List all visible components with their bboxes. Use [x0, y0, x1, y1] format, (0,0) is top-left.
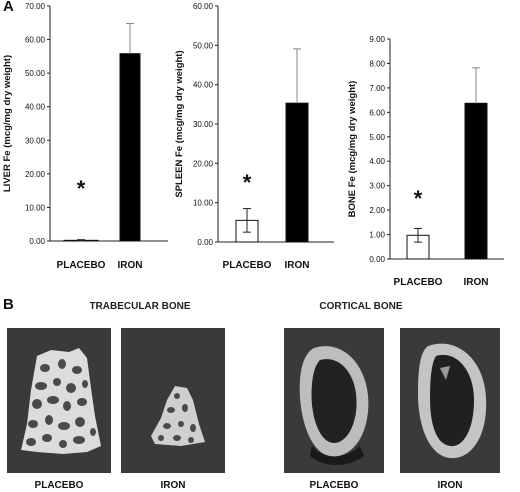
- label-cortical-placebo: PLACEBO: [309, 480, 359, 491]
- category-label: PLACEBO: [394, 277, 443, 288]
- category-label: IRON: [118, 260, 143, 271]
- tick-label: 0.00: [29, 237, 45, 246]
- cortical-placebo-image: [284, 328, 384, 473]
- bar-iron: [285, 102, 309, 243]
- tick-label: 40.00: [25, 103, 46, 112]
- tick-label: 2.00: [369, 206, 385, 215]
- tick-label: 1.00: [369, 231, 385, 240]
- category-label: PLACEBO: [57, 260, 106, 271]
- cortical-iron-image: [400, 328, 500, 473]
- tick-label: 60.00: [193, 2, 214, 11]
- significance-star: *: [77, 176, 86, 201]
- bar-iron: [119, 53, 141, 242]
- label-trabecular-iron: IRON: [160, 480, 186, 491]
- tick-label: 10.00: [193, 199, 214, 208]
- tick-label: 20.00: [25, 170, 46, 179]
- tick-label: 50.00: [193, 41, 214, 50]
- trabecular-title: TRABECULAR BONE: [89, 301, 191, 312]
- tick-label: 50.00: [25, 69, 46, 78]
- panel-a-label: A: [3, 0, 14, 15]
- tick-label: 60.00: [25, 36, 46, 45]
- y-axis-label: SPLEEN Fe (mcg/mg dry weight): [174, 50, 185, 197]
- significance-star: *: [414, 186, 423, 211]
- label-trabecular-placebo: PLACEBO: [34, 480, 84, 491]
- tick-label: 9.00: [369, 35, 385, 44]
- chart-2: 0.00 10.00 20.00 30.00 40.00 50.00 60.00 SPLEEN…: [174, 2, 334, 271]
- panel-b-label: B: [3, 296, 14, 313]
- tick-label: 7.00: [369, 84, 385, 93]
- tick-label: 5.00: [369, 133, 385, 142]
- tick-label: 20.00: [193, 159, 214, 168]
- cortical-iron-scan: [418, 343, 487, 459]
- tick-label: 30.00: [193, 120, 214, 129]
- chart-3: 0.00 1.00 2.00 3.00 4.00 5.00 6.00 7.00 8.00 9.00…: [347, 35, 504, 288]
- category-label: PLACEBO: [223, 260, 272, 271]
- trabecular-iron-scan: [151, 386, 205, 446]
- tick-label: 3.00: [369, 182, 385, 191]
- category-label: IRON: [464, 277, 489, 288]
- tick-label: 4.00: [369, 157, 385, 166]
- tick-label: 10.00: [25, 203, 46, 212]
- tick-label: 0.00: [369, 255, 385, 264]
- y-axis-label: BONE Fe (mcg/mg dry weight): [347, 81, 358, 218]
- tick-label: 0.00: [197, 238, 213, 247]
- tick-label: 30.00: [25, 136, 46, 145]
- bar-charts: 0.00 10.00 20.00 30.00 40.00 50.00 60.00 70.00 L…: [2, 2, 504, 288]
- cortical-title: CORTICAL BONE: [319, 301, 403, 312]
- cortical-placebo-scan: [299, 346, 369, 465]
- chart-1: 0.00 10.00 20.00 30.00 40.00 50.00 60.00 70.00 L…: [2, 2, 168, 271]
- tick-label: 6.00: [369, 108, 385, 117]
- trabecular-placebo-image: [7, 328, 111, 473]
- tick-label: 8.00: [369, 59, 385, 68]
- category-label: IRON: [285, 260, 310, 271]
- y-axis-label: LIVER Fe (mcg/mg dry weight): [2, 55, 13, 192]
- label-cortical-iron: IRON: [437, 480, 463, 491]
- trabecular-placebo-scan: [21, 348, 101, 454]
- significance-star: *: [243, 170, 252, 195]
- trabecular-iron-image: [121, 328, 225, 473]
- tick-label: 40.00: [193, 81, 214, 90]
- bar-iron: [464, 102, 488, 260]
- tick-label: 70.00: [25, 2, 46, 11]
